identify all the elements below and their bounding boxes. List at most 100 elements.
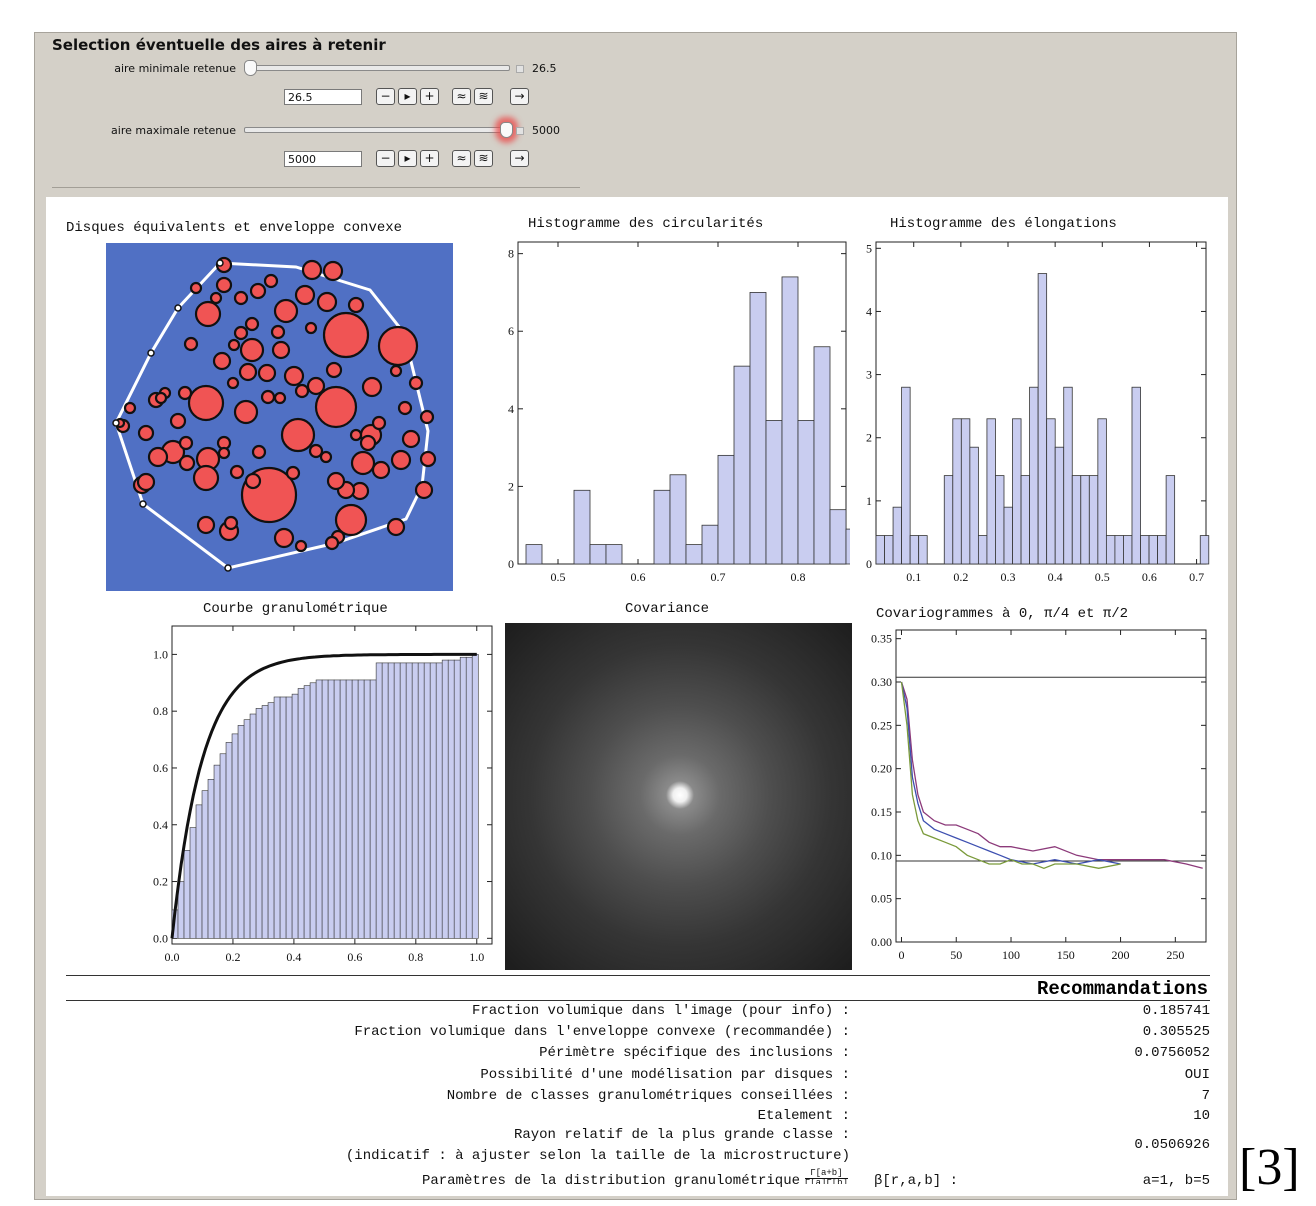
histogram-bar — [918, 535, 928, 565]
fraction-numerator: Γ[a+b] — [804, 1169, 848, 1179]
recommandation-value: 0.305525 — [1142, 1024, 1210, 1040]
equivalent-disk — [390, 449, 412, 471]
decrement-button[interactable]: − — [376, 150, 395, 167]
slower-button[interactable]: ≋ — [474, 150, 493, 167]
play-button[interactable]: ▸ — [398, 88, 417, 105]
y-tick-label: 2 — [866, 431, 872, 445]
max-area-toggle[interactable] — [516, 127, 524, 135]
recommandation-label: (indicatif : à ajuster selon la taille d… — [345, 1148, 850, 1164]
x-tick-label: 100 — [1002, 948, 1020, 962]
x-tick-label: 200 — [1112, 948, 1130, 962]
x-tick-label: 0.4 — [286, 950, 301, 964]
cumulative-bar — [429, 662, 437, 939]
equivalent-disk — [178, 435, 194, 451]
equivalent-disk — [244, 472, 262, 490]
max-area-input[interactable]: 5000 — [284, 151, 362, 167]
equivalent-disk — [233, 399, 259, 425]
histogram-bar — [717, 454, 735, 565]
equivalent-disk — [414, 480, 434, 500]
histogram-bar — [781, 276, 799, 565]
recommandation-row: Fraction volumique dans l'enveloppe conv… — [66, 1024, 1210, 1045]
equivalent-disk — [334, 503, 368, 537]
min-area-slider[interactable] — [244, 65, 510, 71]
equivalent-disk — [294, 383, 310, 399]
min-area-input[interactable]: 26.5 — [284, 89, 362, 105]
cumulative-bar — [183, 850, 191, 939]
y-tick-label: 0 — [508, 557, 514, 571]
gamma-fraction: Γ[a+b] Γ[a]Γ[b] — [804, 1169, 848, 1184]
recommandation-row: Rayon relatif de la plus grande classe :… — [66, 1127, 1210, 1153]
cumulative-bar — [447, 659, 455, 939]
increment-button[interactable]: + — [420, 88, 439, 105]
y-tick-label: 0.6 — [153, 761, 168, 775]
cumulative-bar — [417, 662, 425, 939]
equivalent-disk — [257, 363, 277, 383]
recommandation-value: 10 — [1193, 1108, 1210, 1124]
granulometric-curve: 0.0 0.2 0.4 0.6 0.8 1.0 0.0 0.2 0.4 0.6 0.8 1.0 — [153, 625, 493, 964]
decrement-button[interactable]: − — [376, 88, 395, 105]
y-tick-label: 0.0 — [153, 931, 168, 945]
direction-button[interactable]: → — [510, 150, 529, 167]
covariogram-series — [900, 681, 1121, 865]
min-area-slider-thumb[interactable] — [244, 60, 257, 76]
equivalent-disk — [306, 376, 326, 396]
faster-button[interactable]: ≈ — [452, 150, 471, 167]
cumulative-bar — [381, 662, 389, 939]
equivalent-disk — [154, 391, 168, 405]
histogram-bar — [1114, 535, 1124, 565]
y-tick-label: 0.8 — [153, 704, 168, 718]
histogram-bar — [1020, 475, 1030, 565]
recommandation-row: Possibilité d'une modélisation par disqu… — [66, 1067, 1210, 1088]
histogram-bar — [1037, 273, 1048, 565]
x-tick-label: 0.0 — [165, 950, 180, 964]
slower-button[interactable]: ≋ — [474, 88, 493, 105]
y-tick-label: 0.15 — [871, 805, 892, 819]
cumulative-bar — [267, 702, 275, 939]
cumulative-bar — [261, 705, 269, 939]
cumulative-bar — [285, 696, 293, 939]
min-area-toggle[interactable] — [516, 65, 524, 73]
histogram-bar — [653, 489, 671, 565]
play-button[interactable]: ▸ — [398, 150, 417, 167]
equivalent-disk — [294, 539, 308, 553]
plot-frame — [171, 625, 493, 945]
cumulative-bar — [219, 753, 227, 939]
y-tick-label: 0.30 — [871, 675, 892, 689]
y-tick-label: 6 — [508, 324, 514, 338]
max-area-slider-thumb[interactable] — [500, 122, 513, 138]
elongation-histogram: 0.1 0.2 0.3 0.4 0.5 0.6 0.7 0 1 2 3 4 5 — [866, 241, 1210, 584]
histogram-bar — [1088, 475, 1099, 565]
equivalent-disk — [215, 276, 233, 294]
recommandation-value: 0.0756052 — [1134, 1045, 1210, 1061]
min-area-label: aire minimale retenue — [114, 62, 236, 75]
y-tick-label: 4 — [508, 402, 514, 416]
histogram-bar — [1123, 535, 1133, 565]
equivalent-disk — [226, 376, 240, 390]
histogram-bar — [1105, 535, 1116, 565]
cumulative-bar — [471, 654, 479, 939]
histogram-bar — [685, 544, 703, 565]
equivalent-disk — [147, 446, 169, 468]
direction-button[interactable]: → — [510, 88, 529, 105]
covariance-image — [505, 623, 852, 970]
cumulative-bar — [441, 659, 449, 939]
increment-button[interactable]: + — [420, 150, 439, 167]
equivalent-disk — [349, 428, 363, 442]
equivalent-disk — [123, 401, 137, 415]
cumulative-bar — [453, 659, 461, 939]
cumulative-bar — [423, 662, 431, 939]
controls-separator — [52, 187, 580, 188]
recommandation-label: Fraction volumique dans l'image (pour in… — [471, 1003, 850, 1019]
x-tick-label: 0.6 — [347, 950, 362, 964]
equivalent-disk — [324, 535, 340, 551]
max-area-slider[interactable] — [244, 127, 510, 133]
faster-button[interactable]: ≈ — [452, 88, 471, 105]
equivalent-disk — [249, 282, 267, 300]
equivalent-disk — [239, 337, 265, 363]
cumulative-bar — [201, 790, 209, 939]
y-tick-label: 0.10 — [871, 848, 892, 862]
circularity-hist-title: Histogramme des circularités — [528, 216, 764, 232]
histogram-bar — [1080, 475, 1090, 565]
histogram-bar — [573, 489, 591, 565]
cumulative-bar — [387, 662, 395, 939]
